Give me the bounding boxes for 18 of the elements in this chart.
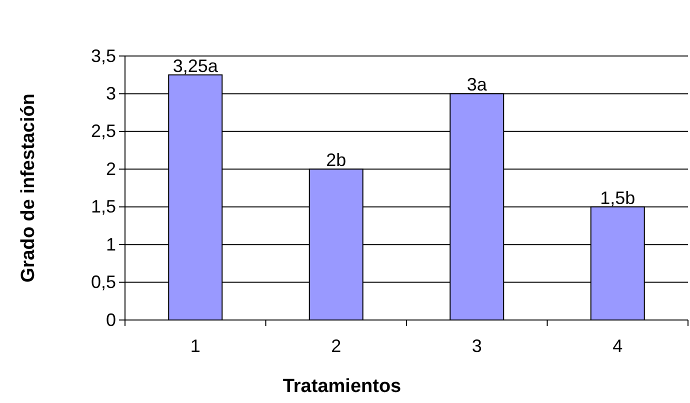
- data-label: 2b: [326, 150, 346, 170]
- data-label: 1,5b: [600, 188, 636, 208]
- y-tick-label: 1,5: [90, 196, 116, 217]
- y-tick-label: 1: [106, 234, 116, 254]
- y-axis-title: Grado de infestación: [18, 94, 39, 282]
- data-label: 3,25a: [172, 56, 219, 76]
- x-tick-label: 3: [472, 336, 482, 356]
- data-label: 3a: [466, 74, 488, 95]
- y-tick-label: 0,5: [90, 272, 116, 292]
- y-tick-label: 2: [106, 158, 116, 179]
- y-tick-label: 3: [106, 83, 116, 104]
- x-tick-label: 2: [331, 336, 342, 356]
- x-tick-label: 4: [612, 336, 623, 356]
- x-axis-title: Tratamientos: [282, 376, 402, 397]
- y-tick-label: 0: [106, 310, 116, 330]
- y-tick-label: 2,5: [90, 121, 116, 142]
- y-tick-label: 3,5: [90, 46, 116, 66]
- x-tick-label: 1: [190, 336, 200, 356]
